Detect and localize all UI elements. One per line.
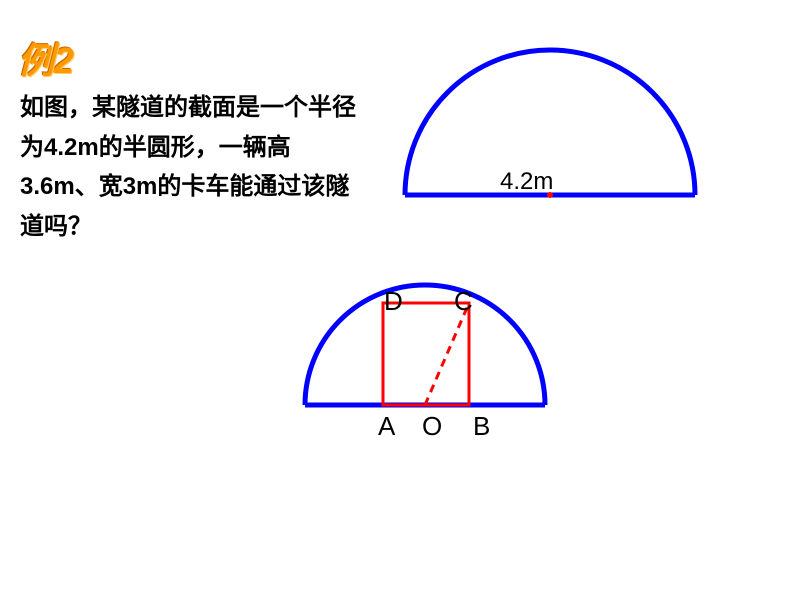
dashed-line-oc: [425, 303, 469, 405]
label-c: C: [454, 286, 473, 317]
problem-text: 如图，某隧道的截面是一个半径为4.2m的半圆形，一辆高3.6m、宽3m的卡车能通…: [20, 88, 360, 246]
radius-label: 4.2m: [500, 168, 553, 196]
example-header: 例2: [18, 32, 74, 84]
label-d: D: [384, 286, 403, 317]
label-b: B: [473, 411, 490, 442]
label-a: A: [378, 411, 395, 442]
truck-rect: [383, 303, 469, 405]
label-o: O: [422, 411, 442, 442]
